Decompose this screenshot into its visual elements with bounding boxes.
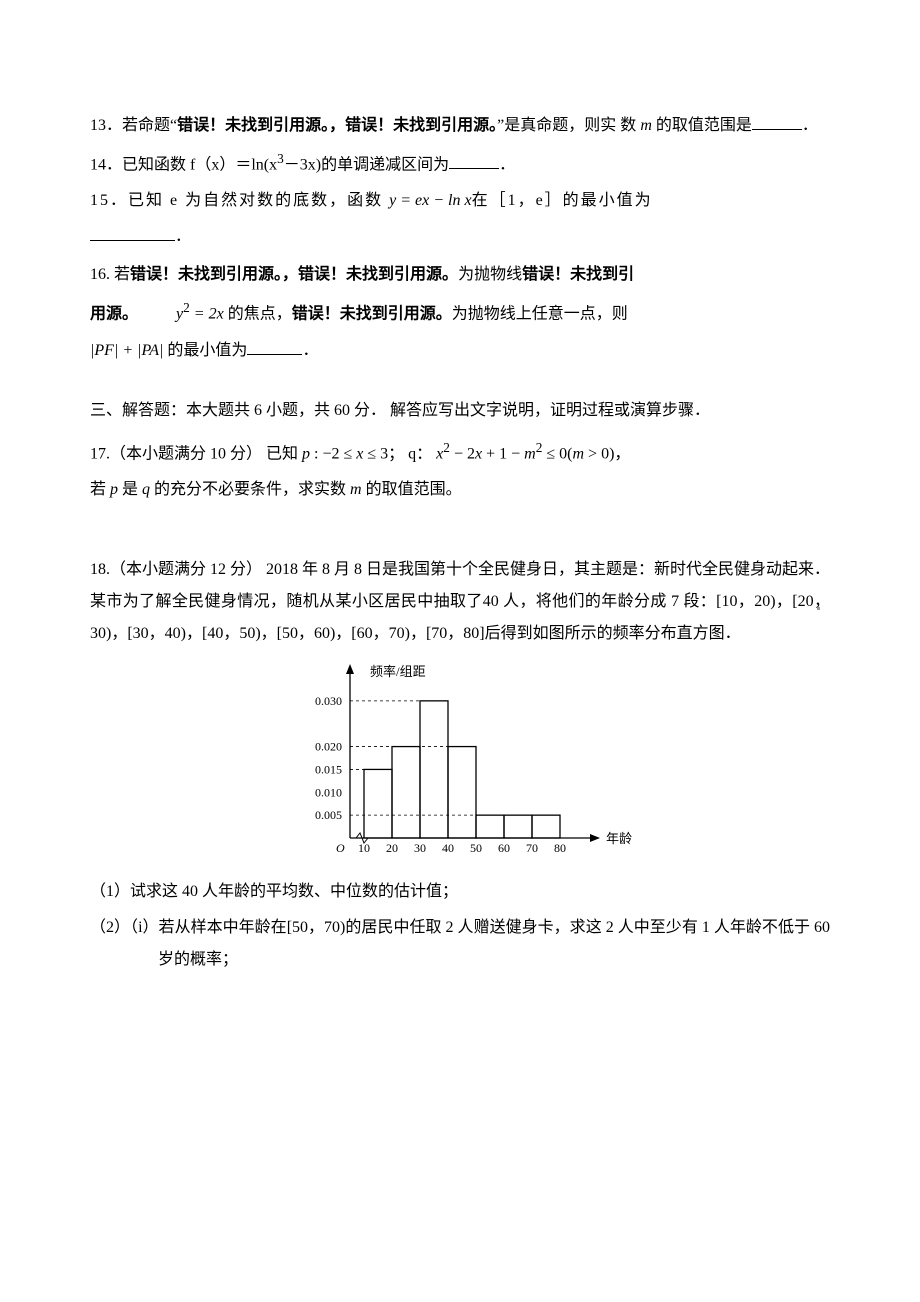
q16-head: 16. 若	[90, 266, 130, 283]
q17-q2: q	[142, 481, 150, 498]
q16-mid1: 为抛物线	[458, 266, 522, 283]
q13-tail3: 的取值范围是	[652, 117, 752, 134]
svg-text:O: O	[336, 841, 345, 855]
q18-l1b: 30)，[30，40)，[40，50)，[50，60)，[60，70)，[70，…	[90, 625, 741, 642]
q17-a: 17.（本小题满分 10 分） 已知	[90, 445, 302, 462]
q17-p: p	[302, 445, 310, 462]
svg-text:30: 30	[414, 841, 426, 855]
q13-head: 13．若命题	[90, 117, 170, 134]
q14-t3: ．	[499, 156, 515, 173]
q14-sup: 3	[277, 151, 284, 166]
histogram-chart: 频率/组距年龄 O 0.005 0.010 0.015 0.020 0.030 10 20 30 4…	[90, 658, 830, 868]
section3: 三、解答题：本大题共 6 小题，共 60 分． 解答应写出文字说明，证明过程或演…	[90, 395, 830, 427]
q17-d: − 2	[450, 445, 475, 462]
q17-m2: m	[572, 445, 584, 462]
q15-line2: ．	[90, 221, 830, 253]
q16-blank	[247, 339, 302, 355]
q16-err2: 错误！未找到引用源。	[298, 266, 458, 283]
q16-mid3: 为抛物线上任意一点，则	[452, 306, 628, 323]
svg-text:20: 20	[386, 841, 398, 855]
q13-err2: 错误！未找到引用源。	[345, 117, 497, 134]
q17-p2: p	[110, 481, 118, 498]
q16: 16. 若错误！未找到引用源。，错误！未找到引用源。为抛物线错误！未找到引	[90, 259, 830, 291]
q17-2a: 若	[90, 481, 110, 498]
q16-period: ．	[302, 342, 318, 359]
svg-text:40: 40	[442, 841, 454, 855]
q16-err3b: 用源。	[90, 306, 138, 323]
q16-mid2: 的焦点，	[228, 306, 292, 323]
q17-c: ≤ 3； q：	[363, 445, 436, 462]
q16-err1: 错误！未找到引用源。	[130, 266, 282, 283]
svg-text:70: 70	[526, 841, 538, 855]
q13-tail4: ．	[802, 117, 818, 134]
q17-e: + 1 −	[482, 445, 524, 462]
q13-m: m	[640, 117, 652, 134]
q13-err1: 错误！未找到引用源。	[177, 117, 329, 134]
q17-m3: m	[350, 481, 362, 498]
q15-blank	[90, 225, 175, 241]
svg-text:0.010: 0.010	[315, 785, 342, 799]
q17-l2: 若 p 是 q 的充分不必要条件，求实数 m 的取值范围。	[90, 474, 830, 506]
svg-text:50: 50	[470, 841, 482, 855]
q13-blank	[752, 114, 802, 130]
svg-text:年龄: 年龄	[606, 831, 632, 846]
svg-text:10: 10	[358, 841, 370, 855]
q17-m1: m	[524, 445, 536, 462]
q14: 14．已知函数 f（x）＝ln(x3－3x)的单调递减区间为 ．	[90, 146, 830, 181]
q18-sub2: （2）（i）若从样本中年龄在[50，70)的居民中任取 2 人赠送健身卡，求这 …	[90, 912, 830, 976]
q17-2d: 的取值范围。	[362, 481, 462, 498]
q13-errmid: ，	[329, 117, 345, 134]
q16-tail: 的最小值为	[163, 342, 247, 359]
histogram-svg: 频率/组距年龄 O 0.005 0.010 0.015 0.020 0.030 10 20 30 4…	[280, 658, 640, 868]
q18-dot-mark	[817, 607, 820, 610]
q18-sub2-text: （2）（i）若从样本中年龄在[50，70)的居民中任取 2 人赠送健身卡，求这 …	[90, 919, 830, 968]
q15-period: ．	[175, 228, 191, 245]
q17-2c: 的充分不必要条件，求实数	[150, 481, 350, 498]
q15: 15．已知 e 为自然对数的底数，函数 y = ex − ln x在［1，e］的…	[90, 185, 830, 217]
q13: 13．若命题“错误！未找到引用源。，错误！未找到引用源。”是真命题，则实 数 m…	[90, 110, 830, 142]
q18: 18.（本小题满分 12 分） 2018 年 8 月 8 日是我国第十个全民健身…	[90, 554, 830, 650]
q15-a: 15．已知 e 为自然对数的底数，函数	[90, 192, 389, 209]
q17-sq1: 2	[443, 440, 450, 455]
svg-text:60: 60	[498, 841, 510, 855]
q14-t2: －3x)的单调递减区间为	[284, 156, 449, 173]
q13-tail2: 数	[620, 117, 640, 134]
svg-text:0.030: 0.030	[315, 694, 342, 708]
q13-tail1: 是真命题，则实	[504, 117, 616, 134]
q15-eq: y = ex − ln x	[389, 192, 471, 209]
svg-text:0.015: 0.015	[315, 762, 342, 776]
q16-err4: 错误！未找到引用源。	[292, 306, 452, 323]
q17-f: ≤ 0(	[542, 445, 572, 462]
q16-l2: 用源。 y2 = 2x 的焦点，错误！未找到引用源。为抛物线上任意一点，则	[90, 295, 830, 330]
q16-eq2: |PF| + |PA|	[90, 342, 163, 359]
q14-blank	[449, 153, 499, 169]
q16-comma: ，	[282, 266, 298, 283]
q17-g: > 0)，	[584, 445, 630, 462]
q15-b: 在［1，e］的最小值为	[472, 192, 653, 209]
svg-text:频率/组距: 频率/组距	[370, 664, 426, 679]
q18-sub1: （1）试求这 40 人年龄的平均数、中位数的估计值；	[90, 876, 830, 908]
q16-eq1b: = 2x	[190, 306, 224, 323]
q18-comma-mark: ，	[814, 593, 830, 610]
q14-t1: 14．已知函数 f（x）＝ln(x	[90, 156, 277, 173]
q16-l3: |PF| + |PA| 的最小值为 ．	[90, 335, 830, 367]
svg-text:80: 80	[554, 841, 566, 855]
q16-err3: 错误！未找到引	[522, 266, 634, 283]
q18-l1: 18.（本小题满分 12 分） 2018 年 8 月 8 日是我国第十个全民健身…	[90, 561, 830, 610]
svg-text:0.005: 0.005	[315, 808, 342, 822]
q17: 17.（本小题满分 10 分） 已知 p : −2 ≤ x ≤ 3； q： x2…	[90, 435, 830, 470]
q17-b: : −2 ≤	[310, 445, 356, 462]
svg-text:0.020: 0.020	[315, 740, 342, 754]
q17-2b: 是	[118, 481, 142, 498]
q16-eq1sup: 2	[183, 300, 190, 315]
